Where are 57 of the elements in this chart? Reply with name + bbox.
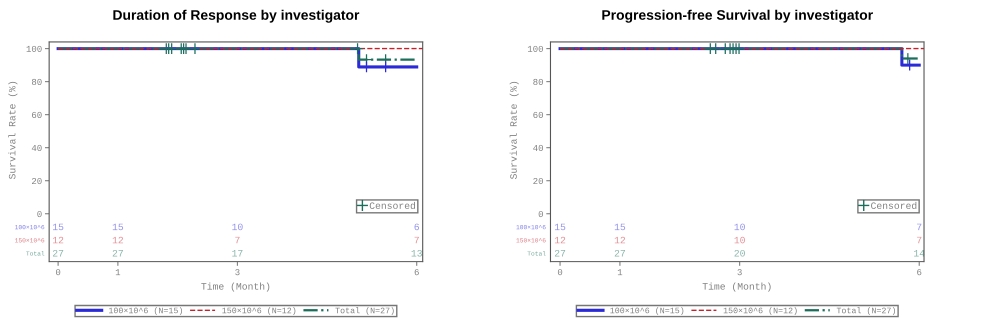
annotation: 12: [554, 236, 566, 244]
y-tick-label: 80: [32, 78, 42, 85]
chart-title: Duration of Response by investigator: [113, 10, 360, 23]
annotation: 27: [554, 250, 566, 256]
legend-label: Total (N=27): [335, 307, 394, 315]
annotation: 7: [414, 236, 419, 244]
legend-label: Censored: [370, 202, 416, 209]
y-tick-label: 0: [538, 210, 543, 218]
y-tick-label: 20: [533, 178, 543, 184]
annotation: 12: [614, 236, 626, 244]
annotation: 7: [235, 236, 240, 244]
annotation: 7: [917, 224, 922, 230]
annotation: 7: [917, 236, 922, 244]
y-tick-label: 100: [528, 46, 543, 52]
legend-label: 100×10^6 (N=15): [610, 307, 684, 315]
legend-label: 150×10^6 (N=12): [222, 307, 296, 315]
annotation: 20: [734, 250, 745, 257]
annotation: 6: [414, 224, 419, 230]
y-tick-label: 80: [533, 78, 543, 85]
x-tick-label: 1: [116, 269, 120, 276]
y-tick-label: 40: [533, 144, 543, 152]
y-tick-label: 0: [37, 210, 42, 218]
legend-label: Total (N=27): [836, 307, 896, 315]
annotation: 15: [554, 224, 566, 230]
annotation: 10: [734, 236, 745, 244]
annotation: 15: [112, 224, 124, 230]
legend-label: 150×10^6 (N=12): [724, 307, 797, 315]
x-axis-title: Time (Month): [702, 282, 771, 292]
y-tick-label: 60: [32, 112, 42, 118]
y-axis-title: Survival Rate (%): [8, 82, 18, 180]
chart-title: Progression-free Survival by investigator: [602, 10, 873, 23]
x-tick-label: 6: [414, 269, 419, 276]
x-tick-label: 6: [917, 269, 922, 276]
annotation: 15: [614, 224, 626, 230]
y-tick-label: 20: [32, 178, 42, 184]
y-tick-label: 100: [26, 46, 42, 52]
y-axis-title: Survival Rate (%): [510, 82, 519, 180]
annotation: 17: [232, 250, 242, 256]
annotation: 27: [112, 250, 123, 256]
legend-label: 100×10^6 (N=15): [108, 307, 182, 315]
annotation: 12: [52, 236, 64, 244]
y-tick-label: 40: [32, 144, 42, 152]
annotation: 10: [734, 224, 745, 230]
x-tick-label: 3: [738, 269, 742, 276]
x-tick-label: 0: [56, 269, 60, 276]
annotation: 12: [112, 236, 124, 244]
x-tick-label: 1: [618, 269, 622, 276]
legend-label: Censored: [871, 202, 916, 209]
annotation: 15: [52, 224, 64, 230]
y-tick-label: 60: [533, 112, 543, 118]
x-tick-label: 3: [235, 269, 240, 276]
x-axis-title: Time (Month): [201, 282, 270, 292]
x-tick-label: 0: [558, 269, 562, 276]
annotation: 27: [52, 250, 64, 256]
annotation: 10: [232, 224, 243, 230]
annotation: 27: [614, 250, 625, 256]
annotation: 13: [412, 250, 422, 257]
